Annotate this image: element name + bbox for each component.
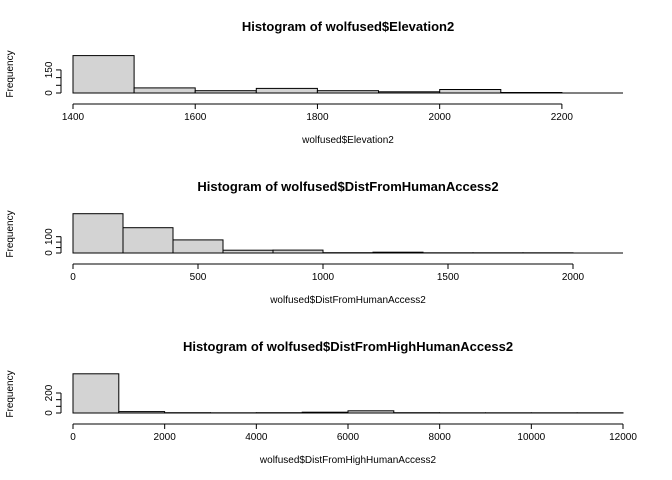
x-tick-label: 10000 (517, 432, 545, 443)
x-tick-label: 2000 (154, 432, 177, 443)
y-tick-label: 0 (44, 90, 55, 96)
x-tick-label: 1000 (312, 272, 335, 283)
y-tick-label: 200 (44, 384, 55, 401)
y-tick-label: 0 (44, 410, 55, 416)
x-tick-label: 6000 (337, 432, 360, 443)
x-tick-label: 2000 (562, 272, 585, 283)
histogram-bar (133, 87, 196, 94)
x-tick-label: 1400 (62, 112, 85, 123)
x-tick-label: 1800 (306, 112, 329, 123)
x-tick-label: 4000 (245, 432, 268, 443)
x-axis: 1400 1600 1800 2000 2200 (62, 103, 574, 123)
x-tick-label: 1600 (184, 112, 207, 123)
x-tick-label: 8000 (429, 432, 452, 443)
x-tick-label: 2000 (429, 112, 452, 123)
x-tick-label: 1500 (437, 272, 460, 283)
bars-group (72, 213, 623, 254)
x-axis: 0 500 1000 1500 2000 (70, 263, 585, 283)
x-tick-label: 0 (70, 272, 76, 283)
x-tick-label: 12000 (609, 432, 637, 443)
histogram-bar (172, 239, 224, 254)
histogram-bar (72, 373, 120, 414)
histogram-panel-dist-human-access: Histogram of wolfused$DistFromHumanAcces… (5, 179, 623, 306)
y-axis: 0 200 (44, 384, 62, 416)
x-axis: 0 2000 4000 6000 8000 10000 12000 (70, 423, 637, 443)
y-axis-label: Frequency (5, 370, 16, 417)
histogram-panel-dist-high-human-access: Histogram of wolfused$DistFromHighHumanA… (5, 339, 637, 466)
y-axis-label: Frequency (5, 210, 16, 257)
histogram-bar (122, 227, 174, 254)
y-tick-label: 0 (44, 250, 55, 256)
histogram-bar (72, 55, 135, 94)
chart-title: Histogram of wolfused$DistFromHighHumanA… (183, 339, 513, 354)
x-axis-label: wolfused$DistFromHighHumanAccess2 (259, 455, 437, 466)
histogram-bar (72, 213, 124, 254)
histogram-bar (255, 87, 318, 94)
y-axis-label: Frequency (5, 50, 16, 97)
x-tick-label: 2200 (551, 112, 574, 123)
x-axis-label: wolfused$DistFromHumanAccess2 (269, 295, 426, 306)
y-tick-label: 100 (44, 228, 55, 245)
histogram-panel-elevation: Histogram of wolfused$Elevation2 wolfuse… (5, 19, 623, 146)
y-axis: 0 100 (44, 228, 62, 256)
chart-title: Histogram of wolfused$Elevation2 (242, 19, 454, 34)
x-tick-label: 500 (190, 272, 207, 283)
y-axis: 0 150 (44, 61, 62, 96)
bars-group (72, 55, 623, 94)
histogram-bar (439, 89, 502, 94)
x-axis-label: wolfused$Elevation2 (301, 135, 394, 146)
bars-group (72, 373, 624, 414)
x-tick-label: 0 (70, 432, 76, 443)
chart-title: Histogram of wolfused$DistFromHumanAcces… (197, 179, 498, 194)
y-tick-label: 150 (44, 61, 55, 78)
